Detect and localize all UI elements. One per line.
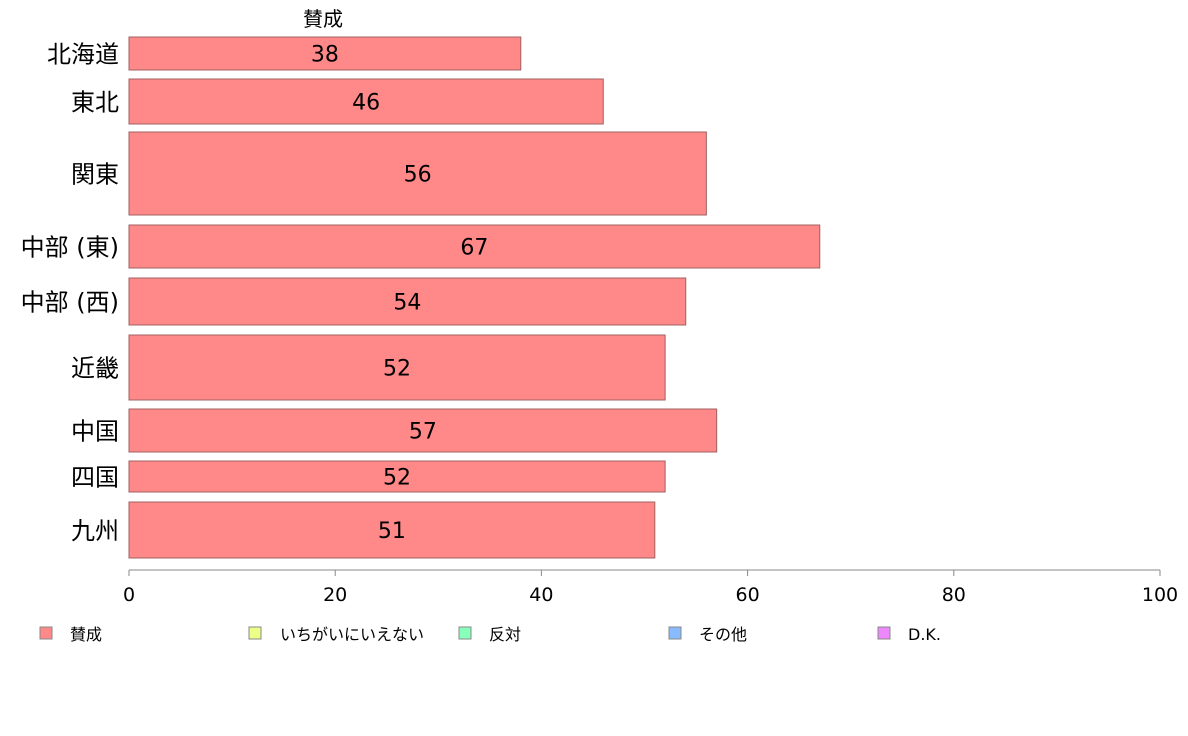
x-tick-label-60: 60 — [736, 584, 760, 606]
legend-swatch-4 — [668, 626, 682, 640]
bar-3 — [128, 131, 707, 216]
value-label-4: 67 — [460, 236, 488, 261]
x-tick-label-80: 80 — [942, 584, 966, 606]
legend-label-4: その他 — [699, 625, 747, 644]
legend-swatch-2 — [248, 626, 262, 640]
legend-label-1: 賛成 — [70, 625, 102, 644]
value-label-9: 51 — [378, 519, 406, 544]
category-label-2: 東北 — [71, 89, 119, 117]
value-label-7: 57 — [409, 420, 437, 445]
bar-8 — [128, 460, 666, 493]
bars-layer: 北海道 38 東北 46 関東 56 中部 (東) 67 中部 (西) 54 近畿 52 中国 57 四国 5… — [21, 36, 821, 559]
legend-label-3: 反対 — [489, 625, 521, 644]
x-axis: 0 20 40 60 80 100 — [123, 569, 1178, 606]
bar-9 — [128, 501, 656, 559]
bar-4 — [128, 224, 821, 269]
category-label-3: 関東 — [71, 161, 119, 189]
x-tick-label-0: 0 — [123, 584, 135, 606]
category-label-8: 四国 — [71, 464, 119, 492]
category-label-4: 中部 (東) — [21, 234, 119, 262]
value-label-2: 46 — [352, 91, 380, 116]
bar-1 — [128, 36, 522, 71]
x-tick-label-20: 20 — [323, 584, 347, 606]
bar-6 — [128, 334, 666, 401]
legend-label-5: D.K. — [908, 625, 941, 644]
value-label-8: 52 — [383, 466, 411, 491]
legend-swatch-1 — [39, 626, 53, 640]
category-label-7: 中国 — [71, 418, 119, 446]
category-label-6: 近畿 — [71, 355, 119, 383]
series-title: 賛成 — [303, 7, 343, 31]
legend-swatch-5 — [877, 626, 891, 640]
category-label-1: 北海道 — [47, 41, 119, 69]
bar-5 — [128, 277, 687, 326]
legend: 賛成 いちがいにいえない 反対 その他 D.K. — [39, 625, 941, 644]
x-tick-label-100: 100 — [1142, 584, 1178, 606]
bar-2 — [128, 78, 604, 125]
category-label-5: 中部 (西) — [21, 289, 119, 317]
value-label-5: 54 — [393, 291, 421, 316]
x-tick-label-40: 40 — [529, 584, 553, 606]
value-label-6: 52 — [383, 357, 411, 382]
legend-label-2: いちがいにいえない — [280, 625, 424, 644]
category-label-9: 九州 — [71, 517, 119, 545]
value-label-3: 56 — [404, 163, 432, 188]
value-label-1: 38 — [311, 43, 339, 68]
legend-swatch-3 — [458, 626, 472, 640]
bar-7 — [128, 408, 718, 453]
